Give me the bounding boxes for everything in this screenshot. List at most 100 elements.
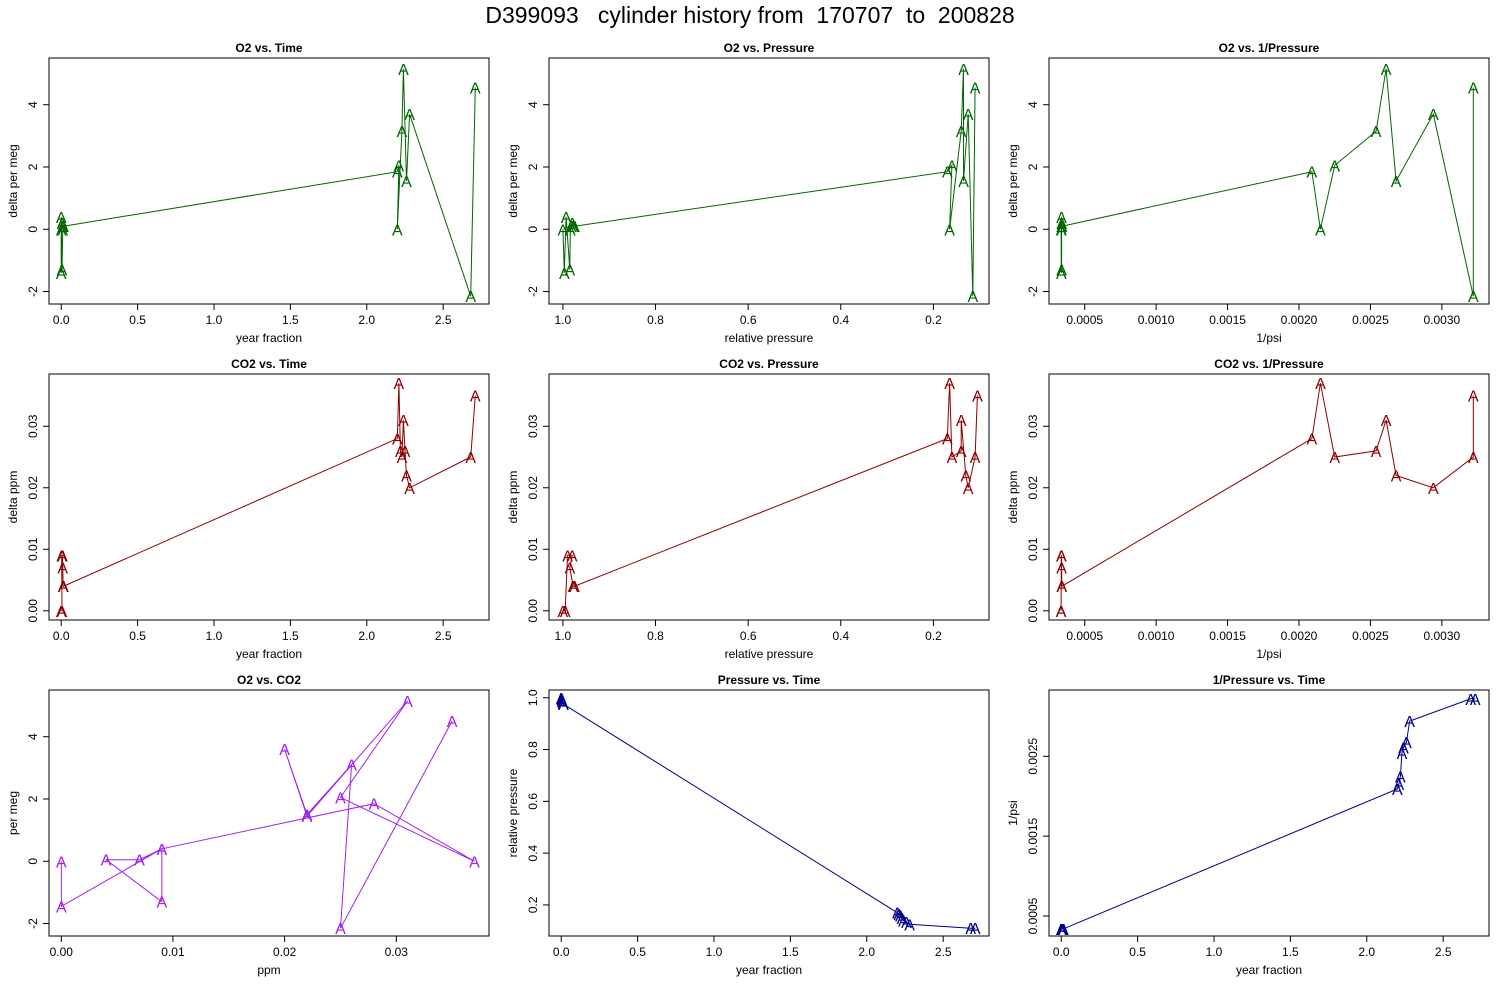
- data-point: A: [558, 604, 569, 621]
- data-point: A: [1468, 450, 1479, 467]
- x-tick-label: 0.0030: [1424, 313, 1461, 327]
- data-point: A: [567, 548, 578, 565]
- data-point: A: [57, 548, 68, 565]
- data-point: A: [404, 107, 415, 124]
- x-tick-label: 0.2: [925, 629, 942, 643]
- chart-title: CO2 vs. Time: [231, 357, 307, 371]
- y-axis-label: delta per meg: [6, 144, 20, 217]
- y-axis-label: per meg: [6, 791, 20, 835]
- data-point: A: [398, 413, 409, 430]
- data-point: A: [1057, 922, 1068, 939]
- data-point: A: [972, 389, 983, 406]
- chart-title: O2 vs. Pressure: [724, 41, 815, 55]
- y-tick-label: 4: [1026, 101, 1040, 108]
- data-point: A: [1329, 158, 1340, 175]
- y-tick-label: 2: [1026, 163, 1040, 170]
- chart-panel: O2 vs. 1/Pressure 0.0005 0.0010 0.0015 0.002…: [1006, 41, 1490, 345]
- data-point: A: [56, 899, 67, 916]
- data-point: A: [958, 62, 969, 79]
- data-point: A: [447, 714, 458, 731]
- x-axis-label: year fraction: [736, 963, 802, 977]
- data-point: A: [56, 548, 67, 565]
- x-tick-label: 2.5: [435, 629, 452, 643]
- x-tick-label: 0.0: [53, 313, 70, 327]
- data-point: A: [469, 854, 480, 871]
- y-tick-label: -2: [1026, 286, 1040, 297]
- data-point: A: [401, 468, 412, 485]
- data-point: A: [156, 842, 167, 859]
- data-point: A: [1057, 219, 1068, 236]
- data-point: A: [394, 158, 405, 175]
- chart-panel: CO2 vs. Time 0.0 0.5 1.0 1.5 2.0 2.5 0.00 0.01 0.…: [6, 357, 490, 661]
- data-point: A: [568, 219, 579, 236]
- data-point: A: [1428, 107, 1439, 124]
- series-line: [1060, 383, 1474, 611]
- data-point: A: [392, 222, 403, 239]
- data-point: A: [395, 444, 406, 461]
- data-point: A: [58, 219, 69, 236]
- data-point: A: [1470, 692, 1481, 709]
- x-tick-label: 0.0030: [1424, 629, 1461, 643]
- y-tick-label: -2: [526, 286, 540, 297]
- data-point: A: [1329, 450, 1340, 467]
- data-point: A: [101, 853, 112, 870]
- plot-frame: [1048, 57, 1490, 305]
- plot-frame: [1048, 689, 1490, 937]
- page-title: D399093 cylinder history from 170707 to …: [485, 2, 1015, 28]
- y-tick-label: 1.0: [526, 689, 540, 706]
- data-point: A: [965, 921, 976, 938]
- data-point: A: [156, 895, 167, 912]
- data-point: A: [398, 62, 409, 79]
- chart-panel: 1/Pressure vs. Time 0.0 0.5 1.0 1.5 2.0 2.5 0.0…: [1006, 673, 1490, 977]
- plot-frame: [48, 57, 490, 305]
- data-point: A: [58, 579, 69, 596]
- data-point: A: [1307, 432, 1318, 449]
- data-point: A: [1404, 714, 1415, 731]
- plot-frame: [548, 57, 990, 305]
- data-point: A: [568, 579, 579, 596]
- plot-frame: [48, 373, 490, 621]
- y-tick-label: 4: [526, 101, 540, 108]
- data-point: A: [1056, 579, 1067, 596]
- data-point: A: [1307, 165, 1318, 182]
- x-tick-label: 2.5: [935, 945, 952, 959]
- chart-panel: CO2 vs. 1/Pressure 0.0005 0.0010 0.0015 0.00…: [1006, 357, 1490, 661]
- y-tick-label: 0.01: [526, 537, 540, 561]
- x-tick-label: 2.0: [1358, 945, 1375, 959]
- chart-title: O2 vs. 1/Pressure: [1219, 41, 1320, 55]
- data-point: A: [465, 450, 476, 467]
- y-tick-label: 0.00: [526, 599, 540, 623]
- data-point: A: [1468, 289, 1479, 306]
- data-point: A: [558, 697, 569, 714]
- x-tick-label: 0.0020: [1281, 629, 1318, 643]
- y-axis-label: relative pressure: [506, 768, 520, 857]
- data-point: A: [57, 216, 68, 233]
- x-tick-label: 0.5: [1129, 945, 1146, 959]
- x-tick-label: 0.2: [925, 313, 942, 327]
- data-point: A: [565, 561, 576, 578]
- y-axis-label: delta ppm: [6, 471, 20, 524]
- data-point: A: [302, 809, 313, 826]
- x-tick-label: 0.0005: [1066, 629, 1103, 643]
- data-point: A: [556, 692, 567, 709]
- data-point: A: [557, 693, 568, 710]
- plot-frame: [48, 689, 490, 937]
- data-point: A: [56, 604, 67, 621]
- series-line: [562, 383, 978, 612]
- data-point: A: [963, 481, 974, 498]
- data-point: A: [394, 376, 405, 393]
- y-tick-label: 0: [526, 226, 540, 233]
- data-point: A: [56, 222, 67, 239]
- y-tick-label: 0.02: [526, 476, 540, 500]
- y-tick-label: 0.8: [526, 741, 540, 758]
- chart-panel: CO2 vs. Pressure 1.0 0.8 0.6 0.4 0.2 0.00 0.01 0…: [506, 357, 990, 661]
- x-tick-label: 0.02: [273, 945, 297, 959]
- x-tick-label: 1.0: [706, 945, 723, 959]
- y-axis-label: delta per meg: [506, 144, 520, 217]
- data-point: A: [1465, 692, 1476, 709]
- data-point: A: [970, 81, 981, 98]
- data-point: A: [1428, 481, 1439, 498]
- y-tick-label: 0: [26, 226, 40, 233]
- data-point: A: [970, 450, 981, 467]
